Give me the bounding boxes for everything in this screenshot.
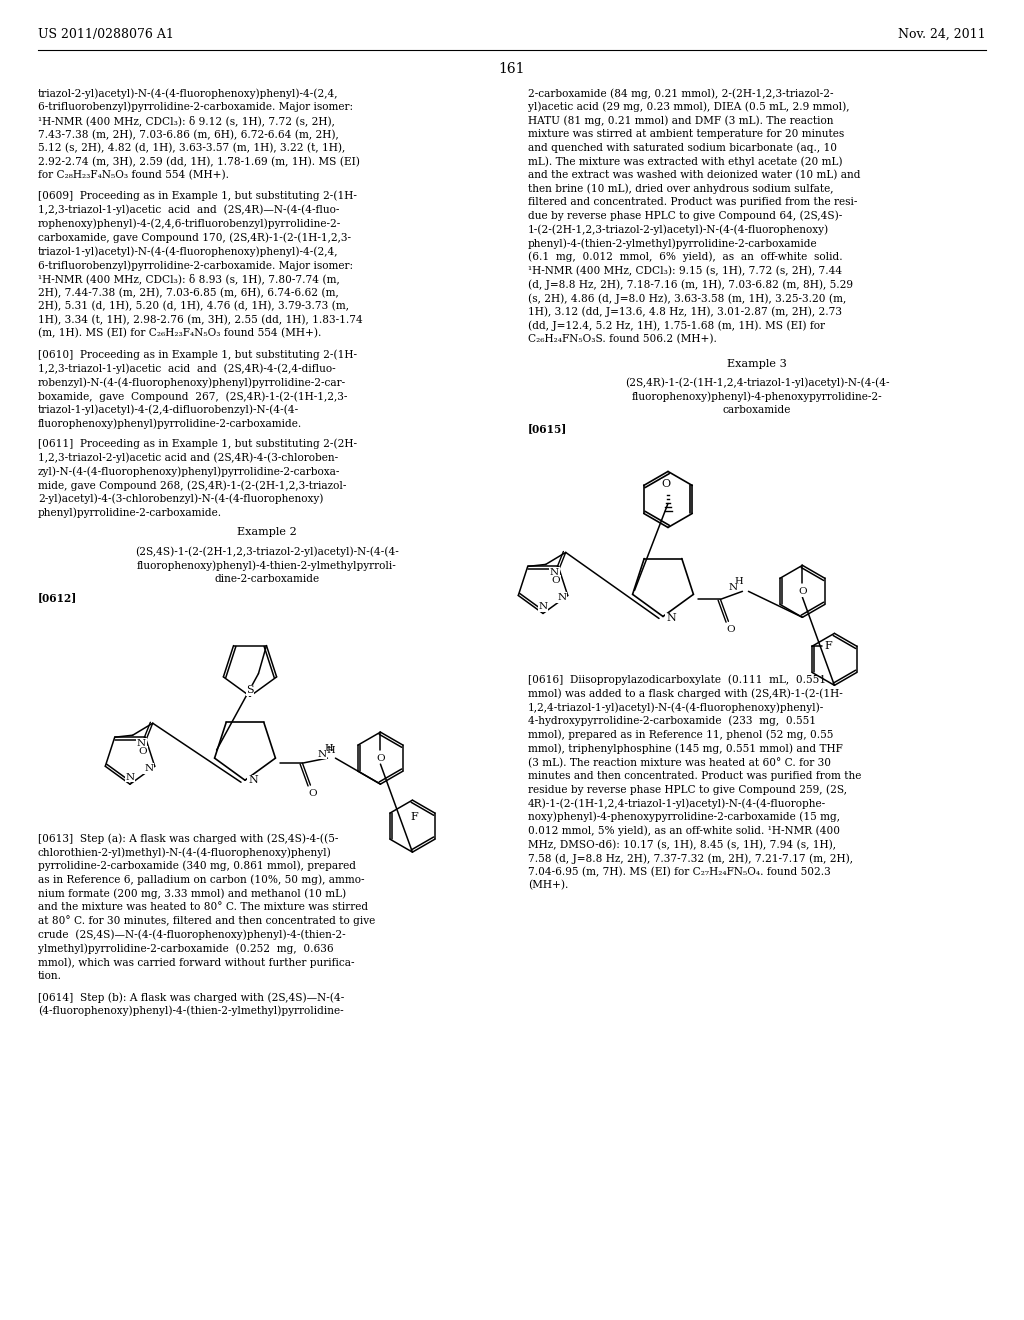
- Text: N: N: [557, 593, 566, 602]
- Text: [0610]  Proceeding as in Example 1, but substituting 2-(1H-
1,2,3-triazol-1-yl)a: [0610] Proceeding as in Example 1, but s…: [38, 350, 357, 429]
- Text: 2-carboxamide (84 mg, 0.21 mmol), 2-(2H-1,2,3-triazol-2-
yl)acetic acid (29 mg, : 2-carboxamide (84 mg, 0.21 mmol), 2-(2H-…: [528, 88, 860, 345]
- Text: O: O: [798, 587, 807, 595]
- Text: N: N: [125, 772, 134, 781]
- Text: O: O: [662, 479, 671, 490]
- Text: 161: 161: [499, 62, 525, 77]
- Text: O: O: [726, 624, 735, 634]
- Text: N: N: [667, 614, 676, 623]
- Text: (2S,4S)-1-(2-(2H-1,2,3-triazol-2-yl)acetyl)-N-(4-(4-
fluorophenoxy)phenyl)-4-thi: (2S,4S)-1-(2-(2H-1,2,3-triazol-2-yl)acet…: [135, 546, 399, 583]
- Text: N: N: [539, 602, 548, 611]
- Text: US 2011/0288076 A1: US 2011/0288076 A1: [38, 28, 174, 41]
- Text: [0612]: [0612]: [38, 593, 78, 603]
- Text: [0611]  Proceeding as in Example 1, but substituting 2-(2H-
1,2,3-triazol-2-yl)a: [0611] Proceeding as in Example 1, but s…: [38, 438, 357, 519]
- Text: [0616]  Diisopropylazodicarboxylate  (0.111  mL,  0.551
mmol) was added to a fla: [0616] Diisopropylazodicarboxylate (0.11…: [528, 675, 861, 891]
- Text: (2S,4R)-1-(2-(1H-1,2,4-triazol-1-yl)acetyl)-N-(4-(4-
fluorophenoxy)phenyl)-4-phe: (2S,4R)-1-(2-(1H-1,2,4-triazol-1-yl)acet…: [625, 378, 889, 414]
- Text: [0609]  Proceeding as in Example 1, but substituting 2-(1H-
1,2,3-triazol-1-yl)a: [0609] Proceeding as in Example 1, but s…: [38, 191, 362, 339]
- Text: N: N: [144, 764, 154, 772]
- Text: O: O: [376, 754, 385, 763]
- Text: [0613]  Step (a): A flask was charged with (2S,4S)-4-((5-
chlorothien-2-yl)methy: [0613] Step (a): A flask was charged wit…: [38, 833, 375, 981]
- Text: N: N: [317, 750, 327, 759]
- Text: N: N: [550, 568, 559, 577]
- Text: S: S: [246, 685, 254, 696]
- Text: [0615]: [0615]: [528, 424, 567, 434]
- Text: Example 2: Example 2: [238, 528, 297, 537]
- Text: O: O: [308, 788, 316, 797]
- Text: N: N: [137, 739, 145, 747]
- Text: triazol-2-yl)acetyl)-N-(4-(4-fluorophenoxy)phenyl)-4-(2,4,
6-trifluorobenzyl)pyr: triazol-2-yl)acetyl)-N-(4-(4-fluoropheno…: [38, 88, 359, 181]
- Text: Nov. 24, 2011: Nov. 24, 2011: [898, 28, 986, 41]
- Text: O: O: [551, 576, 560, 585]
- Text: H: H: [734, 577, 743, 586]
- Text: N: N: [248, 775, 258, 785]
- Text: Example 3: Example 3: [727, 359, 786, 368]
- Text: N: N: [728, 583, 737, 593]
- Text: F: F: [411, 812, 419, 822]
- Text: H: H: [326, 746, 335, 755]
- Text: H: H: [325, 744, 333, 754]
- Text: O: O: [138, 747, 147, 756]
- Text: [0614]  Step (b): A flask was charged with (2S,4S)—N-(4-
(4-fluorophenoxy)phenyl: [0614] Step (b): A flask was charged wit…: [38, 993, 344, 1016]
- Text: F: F: [824, 642, 831, 651]
